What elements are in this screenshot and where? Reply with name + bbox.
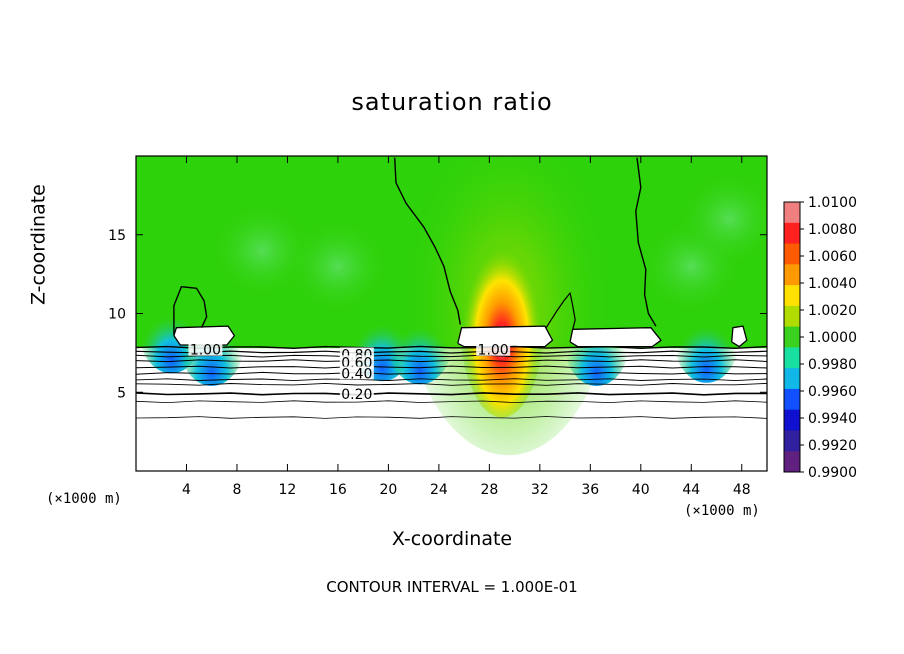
contour-line — [136, 365, 767, 369]
contour-tongue-center — [394, 157, 461, 325]
colorbar-swatch — [784, 305, 800, 328]
x-tick-label: 32 — [531, 482, 549, 498]
colorbar-swatch — [784, 451, 800, 473]
x-tick-label: 48 — [733, 482, 751, 498]
x-tick-label: 12 — [279, 482, 297, 498]
x-unit-label-left: (×1000 m) — [46, 491, 122, 507]
plume-core — [459, 219, 545, 418]
saturation-field — [136, 156, 767, 471]
colorbar-swatch — [784, 243, 800, 265]
colorbar-tick-label: 1.0000 — [808, 330, 857, 346]
contour-line — [136, 345, 767, 349]
x-tick-label: 24 — [430, 482, 448, 498]
contour-tongue-left — [173, 286, 208, 336]
x-unit-label-right: (×1000 m) — [684, 503, 760, 519]
colorbar-swatch — [784, 430, 800, 452]
x-tick-label: 40 — [632, 482, 650, 498]
contour-line — [136, 400, 767, 404]
colorbar-swatch — [784, 347, 800, 369]
colorbar-tick-label: 1.0020 — [808, 303, 857, 319]
contour-label: 1.00 — [190, 343, 221, 359]
colorbar-tick-label: 0.9940 — [808, 411, 857, 427]
contour-line — [136, 371, 767, 375]
saturation-outline — [173, 325, 236, 346]
saturated-block — [731, 326, 747, 347]
contour-line — [136, 354, 767, 358]
colorbar-tick-label: 0.9920 — [808, 438, 857, 454]
colorbar-swatch — [784, 326, 800, 348]
colorbar-swatch — [784, 388, 800, 411]
colorbar-tick-label: 0.9960 — [808, 384, 857, 400]
x-axis-label: X-coordinate — [391, 528, 513, 550]
colorbar-swatch — [784, 409, 800, 431]
contour-label-bg — [476, 342, 511, 356]
pale-patch — [287, 219, 389, 314]
contour-label-bg — [339, 366, 374, 380]
colorbar-tick-label: 1.0080 — [808, 222, 857, 238]
y-axis: 5 10 15 — [108, 228, 767, 401]
colorbar: 1.0100 1.0080 1.0060 1.0040 1.0020 1.0000 0.99… — [783, 195, 857, 481]
colorbar-tick-label: 0.9900 — [808, 465, 857, 481]
colorbar-swatch — [784, 368, 800, 390]
colorbar-tick-label: 1.0100 — [808, 195, 857, 211]
contour-label: 1.00 — [478, 343, 509, 359]
saturated-block — [570, 327, 661, 347]
x-tick-label: 28 — [480, 482, 498, 498]
colorbar-tick-label: 1.0040 — [808, 276, 857, 292]
y-tick-label: 10 — [108, 307, 126, 323]
contour-small-peak — [545, 292, 576, 330]
x-tick-label: 36 — [581, 482, 599, 498]
contour-label-bg — [339, 386, 374, 400]
saturation-outline — [457, 325, 554, 348]
contour-line — [136, 378, 767, 382]
saturated-block — [457, 326, 553, 347]
contour-line — [136, 359, 767, 363]
contour-label-bg — [339, 355, 374, 369]
contour-line — [136, 392, 767, 396]
colorbar-swatch — [784, 285, 800, 307]
y-tick-label: 5 — [117, 385, 126, 401]
colorbar-tick-label: 1.0060 — [808, 249, 857, 265]
contour-lines — [136, 157, 767, 419]
x-tick-label: 16 — [329, 482, 347, 498]
saturation-outline — [569, 327, 662, 348]
x-tick-label: 4 — [182, 482, 191, 498]
contour-interval-note: CONTOUR INTERVAL = 1.000E-01 — [326, 578, 578, 596]
x-tick-label: 20 — [379, 482, 397, 498]
contour-tongue-right — [635, 157, 657, 327]
saturation-outline — [731, 325, 748, 348]
moist-spot — [387, 296, 453, 385]
colorbar-swatch — [784, 222, 800, 245]
saturated-block — [173, 326, 235, 345]
contour-label: 0.40 — [341, 366, 372, 382]
x-axis: 4 8 12 16 20 24 28 32 36 40 44 48 — [182, 156, 751, 498]
y-tick-label: 15 — [108, 228, 126, 244]
colorbar-tick-label: 0.9980 — [808, 357, 857, 373]
contour-line — [136, 350, 767, 354]
contour-line — [136, 382, 767, 386]
contour-line — [136, 416, 767, 419]
colorbar-swatch — [784, 202, 800, 224]
pale-patch — [678, 171, 767, 267]
colorbar-swatch — [784, 264, 800, 286]
contour-label-bg — [188, 342, 223, 356]
pale-patch — [211, 203, 313, 298]
x-tick-label: 44 — [682, 482, 700, 498]
contour-label: 0.20 — [341, 387, 372, 403]
chart-title: saturation ratio — [351, 88, 553, 116]
x-tick-label: 8 — [232, 482, 241, 498]
contour-labels: 1.001.000.800.600.400.20 — [188, 342, 511, 403]
